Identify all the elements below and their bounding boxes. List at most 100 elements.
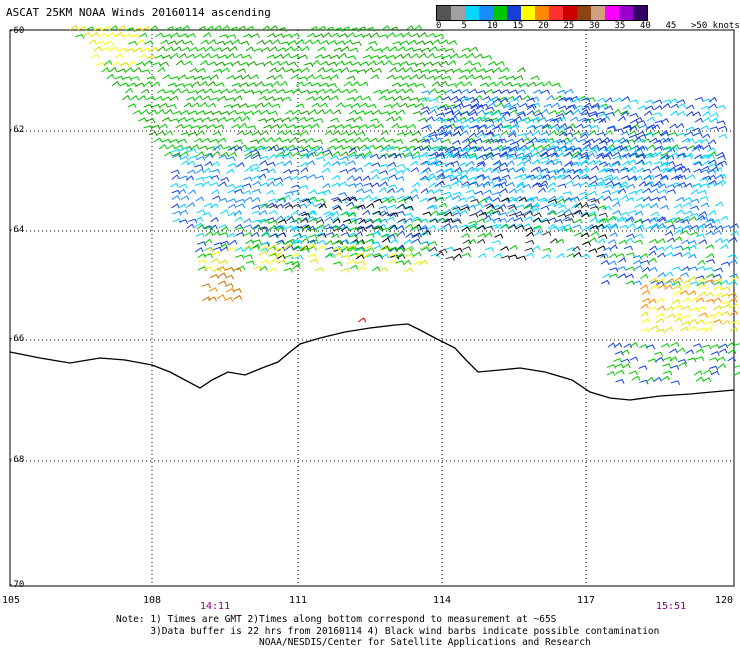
wind-barb [400,60,409,66]
wind-barb [621,95,631,102]
wind-barb [273,177,284,183]
wind-speed-legend: 0 5 10 15 20 25 30 35 40 45 >50 knots [436,5,740,33]
wind-barb [646,180,655,187]
wind-barb [194,216,204,222]
wind-barb [346,195,356,201]
wind-barb [566,197,576,203]
wind-barb [364,110,374,116]
wind-barb [277,66,286,73]
wind-barb [581,97,591,103]
wind-barb [200,39,209,45]
wind-barb [178,52,188,59]
wind-barb [96,40,106,46]
wind-barb [672,285,682,291]
wind-barb [664,220,674,226]
wind-barb [612,155,622,161]
wind-barb [674,166,683,172]
wind-barb [178,117,187,122]
wind-barb [693,168,703,174]
wind-barb [258,95,267,101]
wind-barb [250,163,260,169]
wind-barb [346,55,357,61]
wind-barb [453,68,463,74]
wind-barb [623,145,632,150]
wind-barb [450,147,460,153]
wind-barb [564,227,574,233]
wind-barb [202,296,211,302]
wind-barb [269,25,279,31]
wind-barb [249,139,260,145]
wind-barb [297,138,307,144]
wind-barb [650,325,660,331]
wind-barb [619,145,629,152]
lat-label: -64 [8,225,25,235]
wind-barb [590,146,600,152]
wind-barb [210,117,220,123]
wind-barb [332,88,342,94]
wind-barb [298,234,309,240]
wind-barb [526,110,535,116]
wind-barb [652,131,662,136]
wind-barb [119,82,129,88]
wind-barb [434,55,445,60]
wind-barb [442,75,452,81]
wind-barb [695,376,704,382]
wind-barb [721,300,731,306]
wind-barb [673,236,683,242]
wind-barb [574,209,583,215]
wind-barb [252,219,262,225]
wind-barb [708,209,717,216]
wind-barb [410,194,420,200]
wind-barb [618,257,627,263]
wind-barb [495,80,504,87]
wind-barb [413,251,422,257]
wind-barb [442,174,452,180]
wind-barb [602,205,612,211]
wind-barb [555,238,565,244]
wind-barb [307,239,317,245]
wind-barb [216,61,226,67]
wind-barb [372,210,382,216]
legend-swatch [605,6,619,20]
wind-barb [640,311,649,317]
wind-barb [190,144,200,150]
wind-barb [484,167,493,173]
wind-barb [242,54,252,60]
wind-barb [133,66,142,73]
wind-barb [532,217,542,223]
wind-barb [232,39,241,45]
wind-barb [646,116,656,122]
legend-tick-label: 25 [563,21,575,31]
wind-barb [513,115,523,122]
wind-barb [127,103,137,109]
wind-barb [419,259,428,265]
wind-barb [405,47,415,53]
wind-barb [211,161,220,167]
wind-barb [170,95,179,101]
wind-barb [277,196,287,202]
wind-barb [322,189,332,195]
wind-barb [247,104,257,109]
wind-barb [555,113,565,119]
wind-barb [227,203,237,209]
wind-barb [622,160,631,166]
wind-barb [325,26,335,32]
wind-barb [672,280,681,286]
wind-barb [445,162,455,167]
wind-barb [211,230,221,237]
wind-barb [255,81,265,87]
wind-barb [524,216,533,222]
wind-barb [295,81,305,87]
wind-barb [461,226,471,232]
wind-barb [250,74,259,80]
wind-barb [702,98,712,104]
wind-barb [233,210,242,216]
wind-barb [235,231,245,237]
wind-barb [420,125,431,131]
wind-barb [628,165,637,172]
wind-barb [666,313,676,319]
wind-barb [258,173,267,179]
wind-barb [381,211,390,217]
wind-barb [727,349,737,355]
wind-barb [597,205,607,211]
